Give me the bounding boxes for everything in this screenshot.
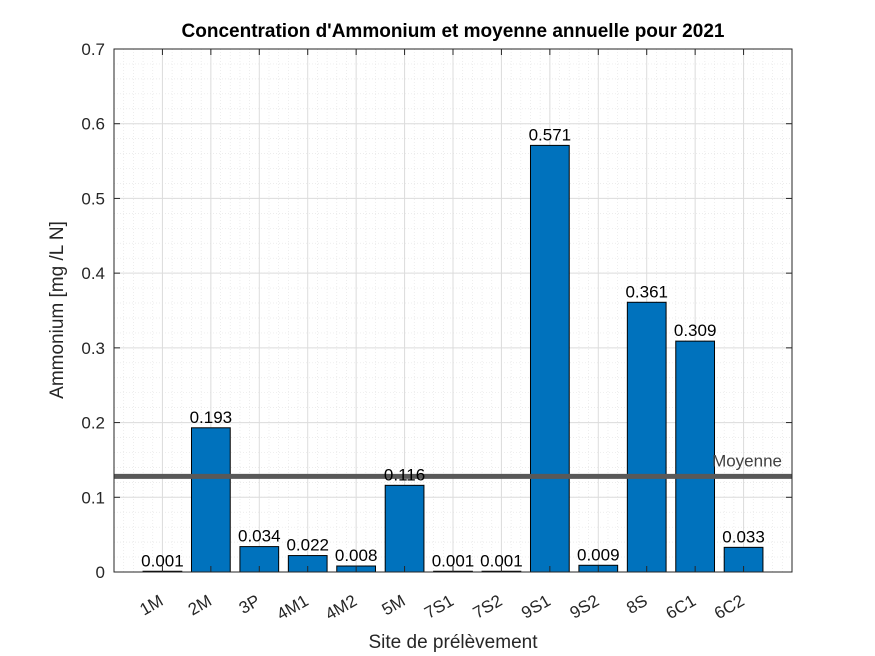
x-axis-label: Site de prélèvement xyxy=(369,632,539,653)
chart-title: Concentration d'Ammonium et moyenne annu… xyxy=(182,21,725,42)
y-tick-label: 0.5 xyxy=(81,189,105,208)
y-tick-label: 0.7 xyxy=(81,40,105,59)
bar-8S xyxy=(626,301,667,573)
data-label-3P: 0.034 xyxy=(238,527,281,546)
bar-5M xyxy=(384,484,425,573)
y-tick-label: 0 xyxy=(96,563,105,582)
data-label-9S2: 0.009 xyxy=(577,545,620,564)
y-tick-label: 0.1 xyxy=(81,488,105,507)
data-label-5M: 0.116 xyxy=(384,465,425,484)
data-labels: 0.001 0.193 0.034 0.022 0.008 0.116 0.001 0.001… xyxy=(141,125,765,570)
data-label-7S1: 0.001 xyxy=(432,551,475,570)
y-tick-label: 0.6 xyxy=(81,115,105,134)
data-label-6C2: 0.033 xyxy=(722,527,765,546)
data-label-4M2: 0.008 xyxy=(335,546,378,565)
data-label-9S1: 0.571 xyxy=(529,125,572,144)
mean-line-label: Moyenne xyxy=(712,451,782,470)
mean-line-group: Moyenne xyxy=(114,451,792,479)
bars xyxy=(142,144,764,573)
y-tick-label: 0.2 xyxy=(81,414,105,433)
y-tick-label: 0.4 xyxy=(81,264,105,283)
data-label-7S2: 0.001 xyxy=(480,551,523,570)
bar-6C1 xyxy=(675,340,716,573)
y-tick-label: 0.3 xyxy=(81,339,105,358)
data-label-6C1: 0.309 xyxy=(674,321,717,340)
y-axis-ticks: 0 0.1 0.2 0.3 0.4 0.5 0.6 0.7 xyxy=(81,40,792,582)
data-label-2M: 0.193 xyxy=(190,408,233,427)
data-label-1M: 0.001 xyxy=(141,551,184,570)
bar-9S1 xyxy=(529,144,570,573)
bar-2M xyxy=(190,427,231,573)
y-axis-label: Ammonium [mg /L N] xyxy=(47,221,68,399)
data-label-8S: 0.361 xyxy=(625,282,668,301)
data-label-4M1: 0.022 xyxy=(286,536,329,555)
